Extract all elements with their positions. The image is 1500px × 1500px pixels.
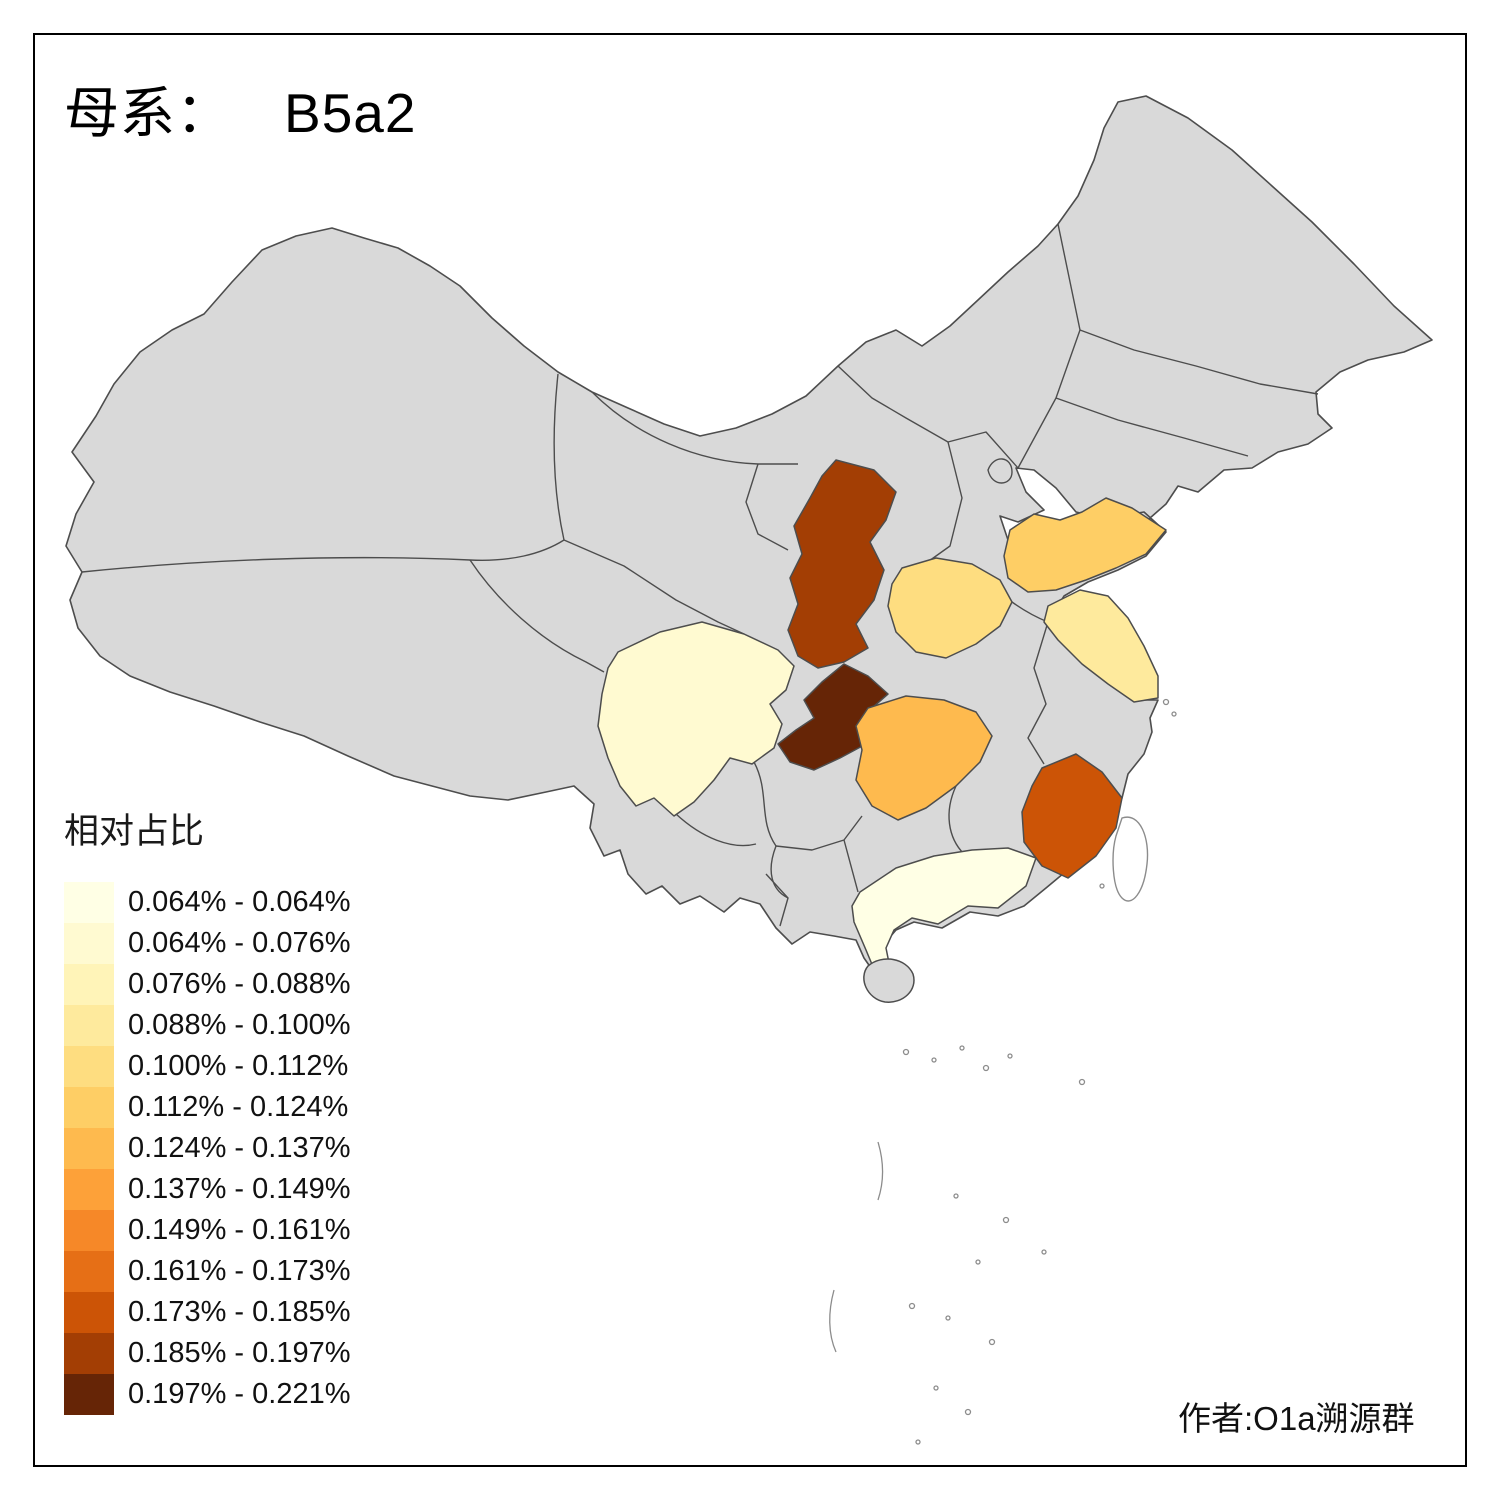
legend-row: 0.088% - 0.100%	[64, 1005, 350, 1046]
legend-swatch	[64, 1005, 114, 1046]
legend-label: 0.124% - 0.137%	[128, 1132, 351, 1164]
province-border-line	[843, 839, 859, 893]
legend-swatch	[64, 1210, 114, 1251]
province-border-line	[591, 391, 798, 465]
legend-swatch	[64, 1292, 114, 1333]
province-border-line	[921, 441, 963, 567]
province-border-line	[775, 815, 863, 851]
islet	[1171, 711, 1177, 717]
islet	[933, 1385, 939, 1391]
province-guangdong	[851, 847, 1037, 975]
legend-swatch	[64, 1333, 114, 1374]
page-title: 母系： B5a2	[64, 68, 416, 148]
islet	[931, 1057, 937, 1063]
province-hubei	[855, 695, 993, 821]
province-shandong	[1003, 497, 1167, 593]
islet	[964, 1408, 972, 1416]
islet	[1099, 883, 1105, 889]
legend-swatch	[64, 1169, 114, 1210]
title-haplogroup: B5a2	[284, 82, 417, 144]
province-borders	[81, 223, 1319, 927]
legend-label: 0.137% - 0.149%	[128, 1173, 351, 1205]
legend-swatch	[64, 1374, 114, 1415]
taiwan-island	[1112, 816, 1149, 902]
province-border-line	[837, 365, 949, 443]
legend-label: 0.064% - 0.064%	[128, 886, 351, 918]
south-china-sea-islands	[829, 698, 1177, 1445]
province-shaanxi	[787, 459, 897, 669]
islet	[1162, 698, 1170, 706]
province-border-line	[81, 539, 565, 573]
legend-swatch	[64, 1251, 114, 1292]
province-jiangsu	[1043, 589, 1159, 703]
islet	[959, 1045, 965, 1051]
legend-swatch	[64, 1087, 114, 1128]
legend-swatch	[64, 1128, 114, 1169]
province-border-line	[753, 761, 789, 899]
legend: 相对占比 0.064% - 0.064% 0.064% - 0.076% 0.0…	[64, 803, 350, 1415]
province-border-line	[469, 559, 605, 673]
legend-row: 0.112% - 0.124%	[64, 1087, 350, 1128]
province-sichuan	[597, 621, 795, 817]
legend-row: 0.076% - 0.088%	[64, 964, 350, 1005]
islet	[908, 1302, 916, 1310]
province-border-line	[563, 539, 745, 635]
author-credit: 作者:O1a溯源群	[1178, 1400, 1415, 1437]
legend-row: 0.064% - 0.076%	[64, 923, 350, 964]
islet	[902, 1048, 910, 1056]
province-border-line	[1079, 329, 1319, 395]
legend-row: 0.185% - 0.197%	[64, 1333, 350, 1374]
hainan-island	[863, 958, 915, 1003]
province-border-line	[553, 373, 565, 541]
legend-label: 0.064% - 0.076%	[128, 927, 351, 959]
islet	[945, 1315, 951, 1321]
province-border-line	[765, 873, 789, 927]
legend-swatch	[64, 964, 114, 1005]
islet	[1007, 1053, 1013, 1059]
legend-row: 0.124% - 0.137%	[64, 1128, 350, 1169]
province-border-line	[948, 785, 965, 855]
islet	[829, 1289, 837, 1353]
province-border-line	[1027, 621, 1049, 765]
islet	[1078, 1078, 1086, 1086]
title-prefix: 母系：	[64, 82, 233, 144]
legend-label: 0.185% - 0.197%	[128, 1337, 351, 1369]
legend-label: 0.149% - 0.161%	[128, 1214, 351, 1246]
legend-label: 0.173% - 0.185%	[128, 1296, 351, 1328]
legend-label: 0.112% - 0.124%	[128, 1091, 349, 1123]
legend-swatch	[64, 923, 114, 964]
legend-row: 0.197% - 0.221%	[64, 1374, 350, 1415]
islet	[975, 1259, 981, 1265]
province-border-line	[947, 431, 1019, 469]
province-border-line	[1017, 223, 1081, 469]
legend-label: 0.076% - 0.088%	[128, 968, 351, 1000]
province-border-line	[745, 463, 789, 551]
legend-row: 0.100% - 0.112%	[64, 1046, 350, 1087]
province-border-line	[1055, 397, 1249, 457]
legend-label: 0.197% - 0.221%	[128, 1378, 351, 1410]
legend-swatch	[64, 882, 114, 923]
legend-row: 0.161% - 0.173%	[64, 1251, 350, 1292]
province-henan	[887, 557, 1013, 659]
province-fujian	[1021, 753, 1123, 879]
legend-title: 相对占比	[64, 812, 205, 851]
islet	[915, 1439, 921, 1445]
islet	[953, 1193, 959, 1199]
legend-row: 0.137% - 0.149%	[64, 1169, 350, 1210]
legend-swatch	[64, 1046, 114, 1087]
legend-row: 0.064% - 0.064%	[64, 882, 350, 923]
legend-label: 0.088% - 0.100%	[128, 1009, 351, 1041]
islet	[988, 1338, 996, 1346]
legend-label: 0.100% - 0.112%	[128, 1050, 349, 1082]
islet	[1002, 1216, 1010, 1224]
islet	[877, 1141, 884, 1201]
islet	[1041, 1249, 1047, 1255]
islet	[982, 1064, 990, 1072]
legend-label: 0.161% - 0.173%	[128, 1255, 351, 1287]
province-border-line	[987, 458, 1013, 484]
province-border-line	[675, 813, 757, 847]
legend-row: 0.149% - 0.161%	[64, 1210, 350, 1251]
legend-row: 0.173% - 0.185%	[64, 1292, 350, 1333]
